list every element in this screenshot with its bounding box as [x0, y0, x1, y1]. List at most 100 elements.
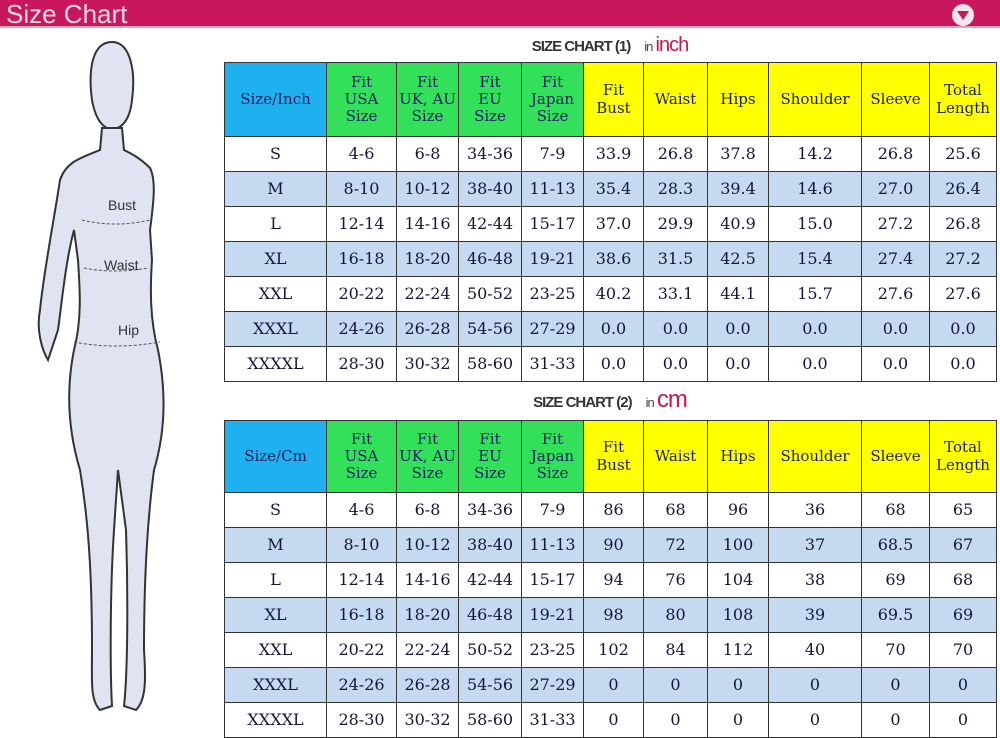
- value-cell: 58-60: [458, 346, 522, 382]
- value-cell: 27.0: [861, 171, 930, 207]
- value-cell: 98: [583, 597, 644, 633]
- size-cell: XL: [224, 241, 327, 277]
- value-cell: 19-21: [521, 241, 584, 277]
- value-cell: 27.2: [861, 206, 930, 242]
- column-header: Shoulder: [768, 62, 862, 137]
- value-cell: 0: [583, 702, 644, 738]
- value-cell: 0: [768, 702, 862, 738]
- table-row: M 8-10 10-12 38-40 11-13 35.4 28.3 39.4 14.6 27.0…: [224, 171, 997, 207]
- column-header: Size/Cm: [224, 420, 327, 493]
- value-cell: 90: [583, 527, 644, 563]
- column-header: Total Length: [929, 62, 997, 137]
- value-cell: 30-32: [396, 346, 459, 382]
- column-header: Sleeve: [861, 62, 930, 137]
- value-cell: 38: [768, 562, 862, 598]
- value-cell: 33.1: [643, 276, 708, 312]
- value-cell: 0.0: [929, 346, 997, 382]
- value-cell: 0: [768, 667, 862, 703]
- header-row: Size/Inch Fit USA Size Fit UK, AU Size Fit EU Siz…: [224, 62, 997, 137]
- value-cell: 24-26: [326, 667, 397, 703]
- chart-2-title: SIZE CHART (2) in cm: [533, 386, 688, 413]
- size-cell: XXXXL: [224, 346, 327, 382]
- value-cell: 68.5: [861, 527, 930, 563]
- value-cell: 0: [643, 702, 708, 738]
- header-line: Size: [411, 107, 444, 126]
- value-cell: 8-10: [326, 527, 397, 563]
- value-cell: 27.2: [929, 241, 997, 277]
- value-cell: 50-52: [458, 632, 522, 668]
- column-header: Fit USA Size: [326, 420, 397, 493]
- value-cell: 108: [707, 597, 769, 633]
- table-row: XXL 20-22 22-24 50-52 23-25 102 84 112 40 70 70: [224, 632, 997, 668]
- value-cell: 16-18: [326, 241, 397, 277]
- value-cell: 0.0: [707, 346, 769, 382]
- value-cell: 58-60: [458, 702, 522, 738]
- value-cell: 27.6: [929, 276, 997, 312]
- value-cell: 15-17: [521, 562, 584, 598]
- header-line: USA: [344, 446, 379, 465]
- header-line: Size: [536, 464, 569, 483]
- value-cell: 40.9: [707, 206, 769, 242]
- size-cell: M: [224, 171, 327, 207]
- value-cell: 42.5: [707, 241, 769, 277]
- value-cell: 0.0: [643, 311, 708, 347]
- header-line: Waist: [654, 446, 697, 465]
- column-header: Hips: [707, 62, 769, 137]
- header-line: Size/Cm: [244, 446, 307, 465]
- value-cell: 23-25: [521, 632, 584, 668]
- value-cell: 104: [707, 562, 769, 598]
- value-cell: 94: [583, 562, 644, 598]
- size-cell: XL: [224, 597, 327, 633]
- value-cell: 46-48: [458, 241, 522, 277]
- page-title: Size Chart: [6, 0, 128, 29]
- header-line: Fit: [602, 81, 625, 100]
- header-line: Length: [936, 98, 990, 117]
- value-cell: 26-28: [396, 311, 459, 347]
- size-cell: S: [224, 136, 327, 172]
- value-cell: 14.6: [768, 171, 862, 207]
- body-measurement-figure: Bust Waist Hip: [37, 40, 165, 712]
- value-cell: 25.6: [929, 136, 997, 172]
- value-cell: 112: [707, 632, 769, 668]
- waist-label: Waist: [104, 257, 139, 273]
- header-line: UK, AU: [399, 446, 456, 465]
- value-cell: 70: [929, 632, 997, 668]
- header-line: Shoulder: [780, 89, 850, 108]
- header-line: Sleeve: [870, 89, 921, 108]
- value-cell: 0.0: [768, 346, 862, 382]
- title-bar: Size Chart: [0, 0, 1000, 29]
- value-cell: 29.9: [643, 206, 708, 242]
- value-cell: 22-24: [396, 632, 459, 668]
- table-row: S 4-6 6-8 34-36 7-9 86 68 96 36 68 65: [224, 492, 997, 528]
- value-cell: 38.6: [583, 241, 644, 277]
- header-line: Waist: [654, 89, 697, 108]
- table-row: XXXL 24-26 26-28 54-56 27-29 0 0 0 0 0 0: [224, 667, 997, 703]
- header-line: Size/Inch: [240, 89, 311, 108]
- header-line: Size: [474, 107, 506, 126]
- value-cell: 72: [643, 527, 708, 563]
- hip-label: Hip: [118, 322, 139, 338]
- value-cell: 20-22: [326, 276, 397, 312]
- value-cell: 0: [861, 702, 930, 738]
- value-cell: 27.4: [861, 241, 930, 277]
- value-cell: 54-56: [458, 667, 522, 703]
- value-cell: 54-56: [458, 311, 522, 347]
- table-row: L 12-14 14-16 42-44 15-17 94 76 104 38 69 68: [224, 562, 997, 598]
- value-cell: 70: [861, 632, 930, 668]
- value-cell: 12-14: [326, 562, 397, 598]
- value-cell: 30-32: [396, 702, 459, 738]
- dropdown-toggle-icon[interactable]: [952, 4, 974, 26]
- header-line: Size: [474, 464, 506, 483]
- header-line: UK, AU: [399, 89, 456, 108]
- value-cell: 38-40: [458, 171, 522, 207]
- table-row: S 4-6 6-8 34-36 7-9 33.9 26.8 37.8 14.2 26.8 25.6: [224, 136, 997, 172]
- value-cell: 69: [861, 562, 930, 598]
- column-header: Fit UK, AU Size: [396, 62, 459, 137]
- value-cell: 20-22: [326, 632, 397, 668]
- header-line: Bust: [596, 98, 631, 117]
- value-cell: 11-13: [521, 527, 584, 563]
- value-cell: 0.0: [861, 311, 930, 347]
- value-cell: 65: [929, 492, 997, 528]
- size-cell: XXXL: [224, 667, 327, 703]
- value-cell: 69.5: [861, 597, 930, 633]
